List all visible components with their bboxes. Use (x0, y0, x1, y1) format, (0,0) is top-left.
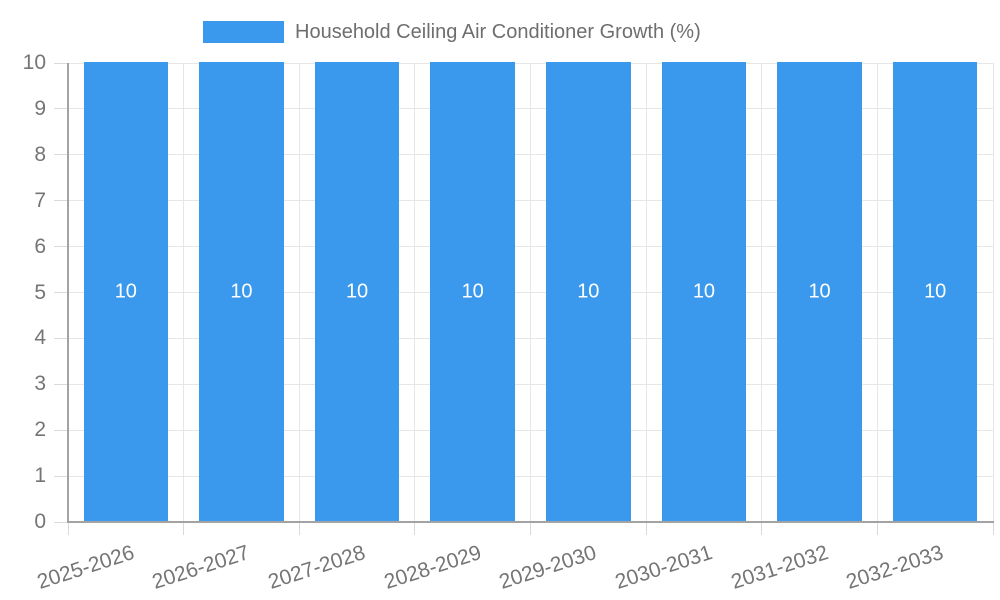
bar[interactable]: 10 (314, 62, 400, 521)
bar[interactable]: 10 (546, 62, 631, 521)
y-axis-tick (54, 200, 68, 202)
y-axis-tick (54, 521, 68, 523)
y-axis-tick (54, 429, 68, 431)
bar[interactable]: 10 (430, 62, 515, 521)
x-axis-tick (298, 522, 300, 535)
y-axis-line (67, 63, 69, 523)
y-tick-label: 5 (34, 280, 46, 304)
gridline-vertical (876, 63, 878, 522)
bar-value-label: 10 (345, 280, 369, 302)
x-axis-tick (414, 522, 416, 535)
bar[interactable]: 10 (777, 62, 862, 521)
y-tick-label: 6 (34, 234, 46, 258)
bar-value-label: 10 (924, 280, 947, 302)
gridline-vertical (298, 63, 300, 522)
x-axis-tick (530, 522, 531, 535)
gridline-vertical (530, 63, 531, 522)
y-axis-tick (54, 475, 68, 477)
bar-value-label: 10 (230, 280, 253, 302)
y-tick-label: 1 (34, 464, 46, 488)
y-tick-label: 2 (34, 418, 46, 442)
bar-value-label: 10 (808, 280, 831, 302)
bar-value-label: 10 (114, 280, 137, 302)
y-axis-tick (54, 108, 68, 110)
y-tick-label: 4 (34, 326, 46, 350)
y-tick-label: 7 (34, 188, 46, 212)
gridline-vertical (992, 63, 994, 522)
x-axis-line (67, 521, 994, 523)
y-tick-label: 0 (34, 510, 46, 533)
y-axis-tick (54, 62, 68, 64)
y-tick-label: 8 (34, 142, 46, 166)
gridline-vertical (414, 63, 416, 522)
gridline-vertical (761, 63, 763, 522)
bar[interactable]: 10 (83, 62, 169, 521)
bar-value-label: 10 (577, 280, 600, 302)
x-axis-tick (645, 522, 647, 535)
bar[interactable]: 10 (661, 62, 747, 521)
x-axis-tick (876, 522, 878, 535)
y-tick-label: 10 (22, 51, 46, 74)
legend[interactable]: Household Ceiling Air Conditioner Growth… (203, 21, 701, 43)
y-tick-label: 3 (34, 372, 46, 396)
bar-value-label: 10 (692, 280, 716, 302)
legend-label: Household Ceiling Air Conditioner Growth… (295, 21, 701, 43)
y-axis-tick (54, 337, 68, 339)
gridline-vertical (183, 63, 185, 522)
bar[interactable]: 10 (892, 62, 978, 521)
legend-swatch-icon (203, 21, 284, 43)
bar-value-label: 10 (461, 280, 484, 302)
bar[interactable]: 10 (199, 62, 284, 521)
y-axis-tick (54, 246, 68, 248)
y-tick-label: 9 (34, 96, 46, 120)
y-axis-tick (54, 292, 68, 293)
x-axis-tick (183, 522, 185, 535)
y-axis-tick (54, 383, 68, 385)
x-axis-tick (992, 522, 994, 535)
y-axis-tick (54, 154, 68, 156)
x-axis-tick (67, 522, 69, 535)
x-axis-tick (761, 522, 763, 535)
gridline-vertical (645, 63, 647, 522)
